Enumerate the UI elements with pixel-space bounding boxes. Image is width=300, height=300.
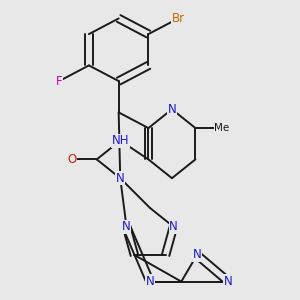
Text: Br: Br	[172, 12, 185, 25]
Text: N: N	[193, 248, 201, 261]
Text: NH: NH	[112, 134, 129, 147]
Text: N: N	[146, 275, 154, 288]
Text: N: N	[122, 220, 131, 233]
Text: F: F	[56, 75, 62, 88]
Text: Me: Me	[214, 123, 230, 133]
Text: O: O	[67, 153, 76, 166]
Text: N: N	[224, 275, 233, 288]
Text: N: N	[116, 172, 124, 185]
Text: N: N	[168, 103, 176, 116]
Text: N: N	[169, 220, 178, 233]
